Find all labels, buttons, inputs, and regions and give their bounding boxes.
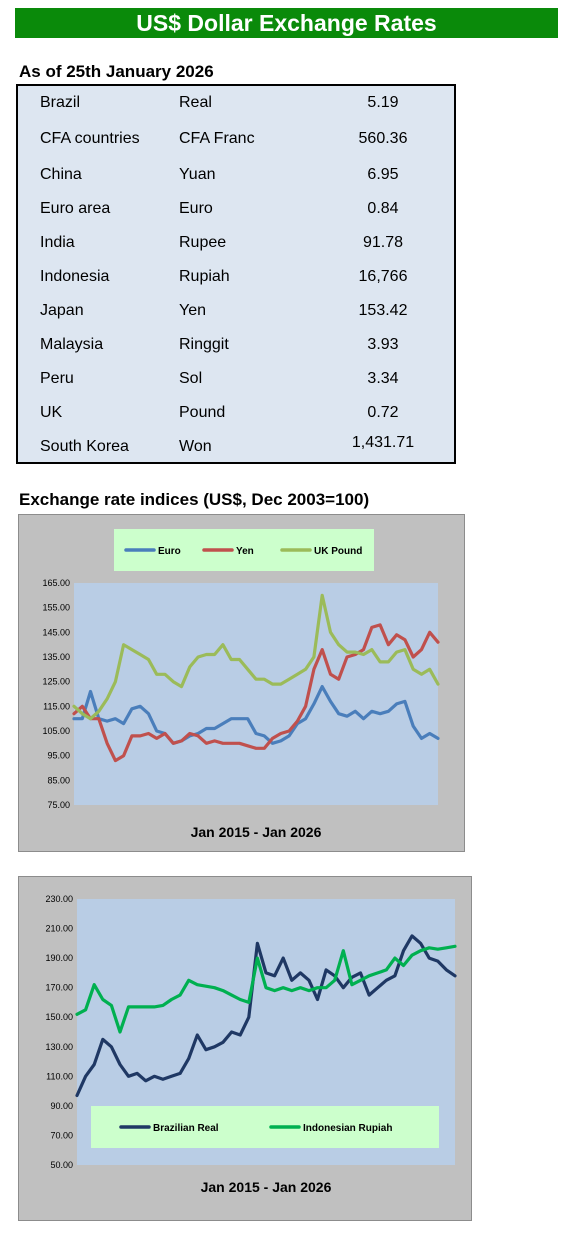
rate-currency: Rupiah xyxy=(179,268,230,285)
chart-emerging-currencies-svg: 230.00 210.00 190.00 170.00 150.00 130.00 110.… xyxy=(45,894,457,1195)
rate-row: CFA countries CFA Franc 560.36 xyxy=(18,124,454,154)
legend-label: Brazilian Real xyxy=(153,1123,219,1134)
rate-row: Peru Sol 3.34 xyxy=(18,364,454,394)
rate-row: South Korea Won 1,431.71 xyxy=(18,432,454,462)
y-tick-label: 75.00 xyxy=(47,800,70,810)
series-line-yen xyxy=(72,623,440,763)
rate-currency: Real xyxy=(179,94,212,111)
rate-value: 6.95 xyxy=(367,166,399,183)
rate-currency: Pound xyxy=(179,404,226,421)
legend-label: UK Pound xyxy=(314,546,362,557)
legend-label: Indonesian Rupiah xyxy=(303,1123,392,1134)
rate-row: Malaysia Ringgit 3.93 xyxy=(18,330,454,360)
y-tick-label: 135.00 xyxy=(42,652,70,662)
plot-area xyxy=(74,583,438,805)
y-tick-label: 85.00 xyxy=(47,775,70,785)
rate-country: CFA countries xyxy=(40,130,140,147)
y-tick-label: 230.00 xyxy=(45,894,73,904)
rate-country: India xyxy=(40,234,75,251)
rate-currency: Rupee xyxy=(179,234,227,251)
y-tick-label: 130.00 xyxy=(45,1042,73,1052)
y-tick-label: 110.00 xyxy=(46,1071,73,1081)
y-tick-label: 190.00 xyxy=(45,953,73,963)
rate-currency: Won xyxy=(179,438,212,455)
rate-value: 16,766 xyxy=(358,268,408,285)
rate-value: 1,431.71 xyxy=(351,434,415,451)
rate-row: Brazil Real 5.19 xyxy=(18,88,454,118)
rate-country: China xyxy=(40,166,82,183)
y-tick-label: 155.00 xyxy=(42,603,70,613)
y-tick-label: 115.00 xyxy=(43,701,70,711)
y-tick-label: 165.00 xyxy=(42,578,70,588)
y-tick-label: 90.00 xyxy=(50,1101,73,1111)
rate-currency: Yen xyxy=(179,302,206,319)
series-line-brazilian-real xyxy=(75,934,457,1098)
rate-row: China Yuan 6.95 xyxy=(18,160,454,190)
rate-value: 153.42 xyxy=(358,302,408,319)
y-tick-label: 105.00 xyxy=(42,726,70,736)
rate-country: UK xyxy=(40,404,63,421)
rate-row: UK Pound 0.72 xyxy=(18,398,454,428)
rate-country: Indonesia xyxy=(40,268,110,285)
legend xyxy=(114,529,374,571)
legend-label: Yen xyxy=(236,546,254,557)
y-tick-label: 70.00 xyxy=(50,1130,73,1140)
rate-row: Indonesia Rupiah 16,766 xyxy=(18,262,454,292)
rate-country: Japan xyxy=(40,302,84,319)
rate-currency: Ringgit xyxy=(179,336,229,353)
chart-major-currencies-svg: 165.00 155.00 145.00 135.00 125.00 115.00 105.… xyxy=(42,529,440,840)
y-tick-label: 170.00 xyxy=(45,983,73,993)
as-of-date: As of 25th January 2026 xyxy=(19,62,214,81)
exchange-rates-table: Brazil Real 5.19 CFA countries CFA Franc 560.… xyxy=(16,84,456,464)
rate-value: 0.72 xyxy=(367,404,399,421)
rate-currency: Euro xyxy=(179,200,213,217)
rate-country: South Korea xyxy=(40,438,129,455)
y-tick-label: 150.00 xyxy=(45,1012,73,1022)
rate-country: Malaysia xyxy=(40,336,104,353)
indices-section-title: Exchange rate indices (US$, Dec 2003=100… xyxy=(19,490,370,509)
x-axis-label: Jan 2015 - Jan 2026 xyxy=(191,824,322,840)
rate-value: 0.84 xyxy=(367,200,399,217)
y-tick-label: 50.00 xyxy=(50,1160,73,1170)
rate-value: 560.36 xyxy=(358,130,408,147)
rate-value: 5.19 xyxy=(367,94,399,111)
rate-country: Euro area xyxy=(40,200,111,217)
rate-value: 91.78 xyxy=(362,234,404,251)
rate-value: 3.34 xyxy=(367,370,399,387)
y-tick-label: 210.00 xyxy=(45,924,73,934)
chart-emerging-currencies: 230.00 210.00 190.00 170.00 150.00 130.00 110.… xyxy=(18,876,472,1221)
rate-row: India Rupee 91.78 xyxy=(18,228,454,258)
y-tick-label: 145.00 xyxy=(42,627,70,637)
rate-currency: Sol xyxy=(179,370,203,387)
rate-value: 3.93 xyxy=(367,336,399,353)
y-tick-label: 125.00 xyxy=(42,677,70,687)
series-line-indonesian-rupiah xyxy=(75,944,457,1034)
rate-currency: CFA Franc xyxy=(179,130,255,147)
rate-row: Japan Yen 153.42 xyxy=(18,296,454,326)
legend-label: Euro xyxy=(158,546,181,557)
y-tick-label: 95.00 xyxy=(47,751,70,761)
x-axis-label: Jan 2015 - Jan 2026 xyxy=(201,1179,332,1195)
page-title: US$ Dollar Exchange Rates xyxy=(15,8,558,38)
rate-currency: Yuan xyxy=(179,166,216,183)
series-line-uk-pound xyxy=(72,593,440,721)
rate-row: Euro area Euro 0.84 xyxy=(18,194,454,224)
rate-country: Brazil xyxy=(40,94,81,111)
chart-major-currencies: 165.00 155.00 145.00 135.00 125.00 115.00 105.… xyxy=(18,514,465,852)
rate-country: Peru xyxy=(40,370,74,387)
series-line-euro xyxy=(72,685,440,745)
